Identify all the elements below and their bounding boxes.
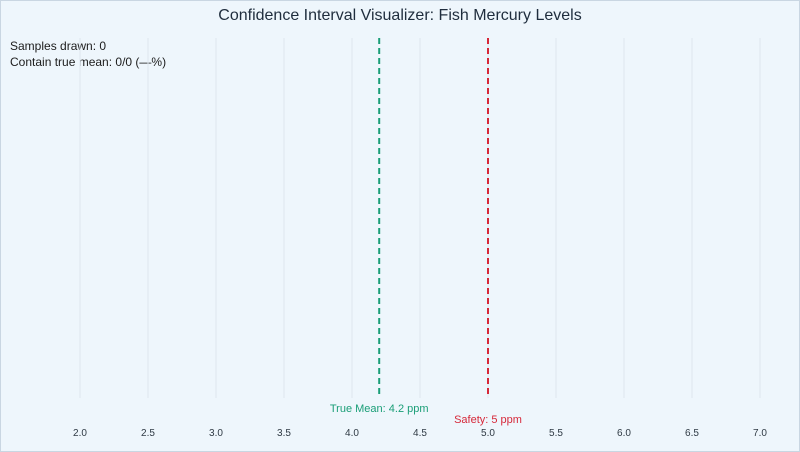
samples-drawn-label: Samples drawn: xyxy=(10,39,97,53)
stats-panel: Samples drawn: 0 Contain true mean: 0/0 … xyxy=(10,38,166,70)
x-tick-label: 6.5 xyxy=(685,428,699,439)
chart-title: Confidence Interval Visualizer: Fish Mer… xyxy=(218,7,582,24)
contain-true-mean-line: Contain true mean: 0/0 (—%) xyxy=(10,54,166,70)
x-tick-label: 3.5 xyxy=(277,428,291,439)
x-tick-label: 2.0 xyxy=(73,428,87,439)
contain-true-mean-label: Contain true mean: xyxy=(10,55,113,69)
x-tick-label: 2.5 xyxy=(141,428,155,439)
grid-lines xyxy=(79,38,761,398)
x-tick-label: 6.0 xyxy=(617,428,631,439)
x-tick-label: 4.5 xyxy=(413,428,427,439)
true-mean-label: True Mean: 4.2 ppm xyxy=(330,403,429,415)
x-tick-label: 4.0 xyxy=(345,428,359,439)
contain-true-mean-value: 0/0 (—%) xyxy=(115,55,167,69)
safety-label: Safety: 5 ppm xyxy=(454,414,522,426)
x-tick-label: 7.0 xyxy=(753,428,767,439)
x-tick-label: 3.0 xyxy=(209,428,223,439)
x-tick-label: 5.5 xyxy=(549,428,563,439)
x-axis-ticks: 2.0 2.5 3.0 3.5 4.0 4.5 5.0 5.5 6.0 6.5 7.0 xyxy=(73,428,767,439)
samples-drawn-line: Samples drawn: 0 xyxy=(10,38,166,54)
x-tick-label: 5.0 xyxy=(481,428,495,439)
samples-drawn-value: 0 xyxy=(99,39,107,53)
reference-lines: True Mean: 4.2 ppm Safety: 5 ppm xyxy=(330,38,522,426)
